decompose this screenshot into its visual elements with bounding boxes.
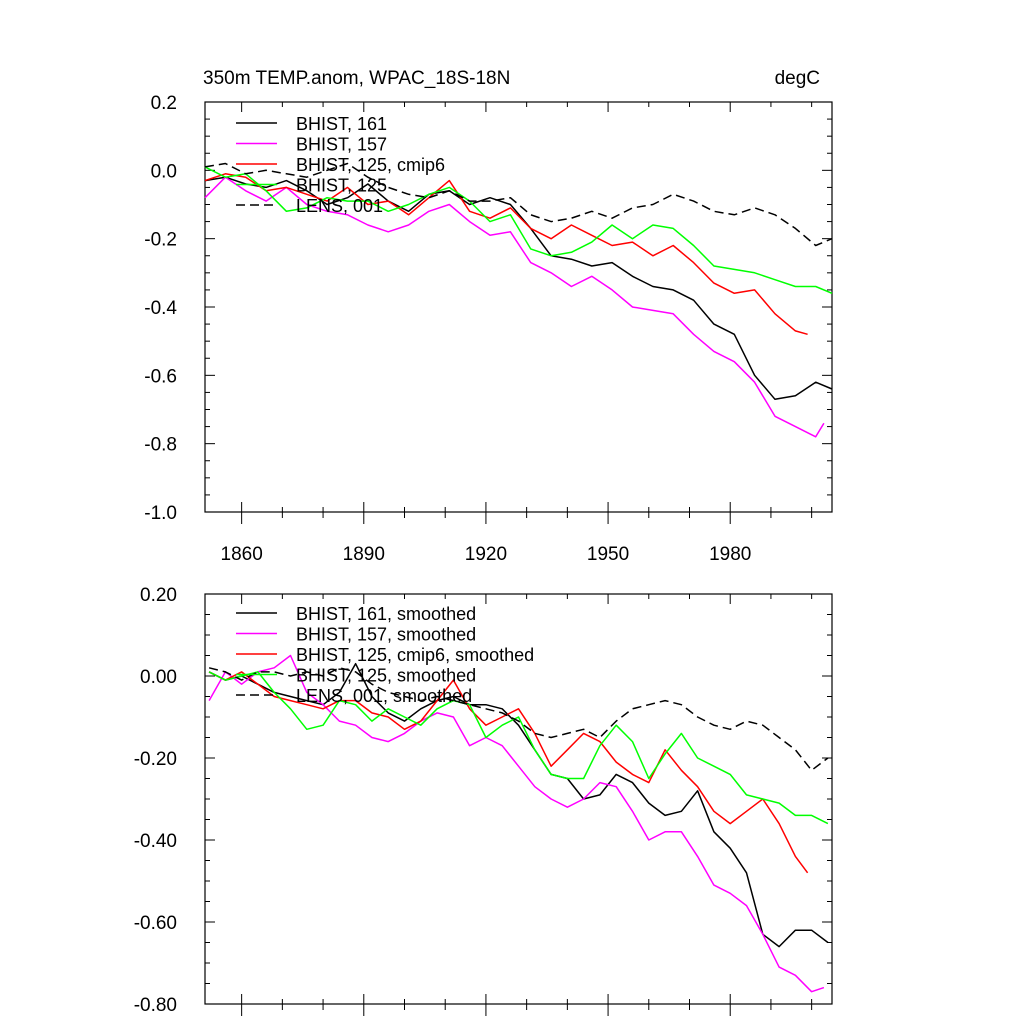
y-tick-label: -0.4 bbox=[144, 298, 177, 319]
y-tick-label: -0.2 bbox=[144, 230, 177, 251]
legend-label: LENS, 001, smoothed bbox=[296, 686, 472, 706]
y-tick-label: -0.40 bbox=[134, 831, 177, 852]
legend-label: BHIST, 157, smoothed bbox=[296, 625, 476, 645]
y-tick-label: -0.8 bbox=[144, 435, 177, 456]
top-chart: 0.2 0.0 -0.2 -0.4 -0.6 -0.8 -1.0 1860 1890 1920 19… bbox=[144, 93, 833, 565]
y-tick-label: -0.80 bbox=[134, 995, 177, 1016]
legend-label: BHIST, 125, cmip6, smoothed bbox=[296, 645, 534, 665]
y-tick-label: -1.0 bbox=[144, 503, 177, 524]
series-line bbox=[208, 671, 809, 874]
x-tick-label: 1890 bbox=[343, 544, 385, 565]
series-line bbox=[208, 662, 829, 948]
top-chart-title: 350m TEMP.anom, WPAC_18S-18N bbox=[203, 68, 510, 89]
y-tick-label: -0.60 bbox=[134, 913, 177, 934]
legend-label: BHIST, 125, cmip6 bbox=[296, 155, 445, 175]
series-line bbox=[208, 671, 829, 825]
legend-label: BHIST, 161 bbox=[296, 114, 387, 134]
y-tick-label: -0.6 bbox=[144, 366, 177, 387]
x-tick-label: 1980 bbox=[709, 544, 751, 565]
x-tick-label: 1920 bbox=[465, 544, 507, 565]
x-tick-label: 1950 bbox=[587, 544, 629, 565]
series-line bbox=[204, 173, 808, 336]
y-tick-label: 0.0 bbox=[151, 161, 177, 182]
y-tick-label: 0.20 bbox=[140, 585, 177, 606]
legend-label: BHIST, 125, smoothed bbox=[296, 666, 476, 686]
series-line bbox=[208, 654, 825, 993]
y-tick-label: 0.2 bbox=[151, 93, 177, 114]
series-line bbox=[204, 176, 833, 401]
series-line bbox=[204, 176, 825, 438]
legend-label: LENS, 001 bbox=[296, 196, 383, 216]
series-line bbox=[204, 166, 833, 294]
series-line bbox=[204, 162, 833, 247]
legend-label: BHIST, 157 bbox=[296, 135, 387, 155]
x-tick-label: 1860 bbox=[221, 544, 263, 565]
legend-label: BHIST, 125 bbox=[296, 176, 387, 196]
legend-label: BHIST, 161, smoothed bbox=[296, 604, 476, 624]
bottom-chart: 0.20 0.00 -0.20 -0.40 -0.60 -0.80 BHIST, 161, … bbox=[134, 585, 833, 1016]
y-tick-label: -0.20 bbox=[134, 749, 177, 770]
series-line bbox=[208, 667, 829, 772]
y-tick-label: 0.00 bbox=[140, 667, 177, 688]
top-chart-units: degC bbox=[775, 68, 820, 89]
